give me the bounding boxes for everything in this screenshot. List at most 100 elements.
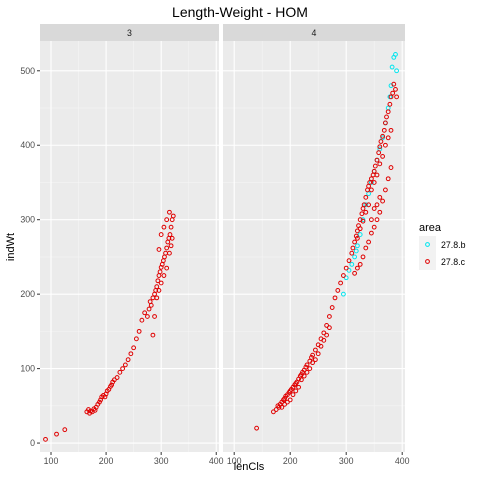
data-point	[145, 314, 150, 319]
data-point	[363, 245, 369, 251]
y-axis-title: indWt	[5, 233, 17, 261]
data-point	[313, 357, 318, 363]
data-point	[136, 328, 142, 334]
data-point	[377, 209, 383, 215]
data-point	[114, 375, 120, 380]
data-point	[355, 243, 360, 249]
data-point	[380, 154, 386, 159]
data-point	[321, 337, 327, 343]
data-point	[310, 352, 316, 358]
data-point	[380, 198, 386, 204]
series-27.8.c	[254, 81, 400, 431]
data-point	[380, 135, 386, 141]
data-point	[285, 399, 290, 405]
data-point	[346, 258, 352, 264]
data-point	[304, 362, 310, 368]
data-point	[380, 133, 386, 139]
data-point	[357, 232, 363, 237]
data-point	[156, 288, 162, 293]
data-point	[360, 217, 366, 223]
legend-entry: 27.8.b	[419, 236, 466, 253]
data-point	[152, 314, 157, 319]
data-point	[393, 86, 398, 92]
data-point	[371, 180, 377, 185]
data-point	[353, 248, 359, 254]
y-tick-label: 500	[20, 66, 35, 76]
data-point	[296, 384, 302, 390]
data-point	[377, 144, 383, 150]
data-point	[367, 180, 373, 185]
data-point	[350, 245, 356, 251]
data-point	[167, 250, 172, 256]
data-point	[341, 273, 346, 278]
data-point	[290, 392, 296, 398]
x-tick-label: 400	[395, 456, 410, 466]
data-point	[376, 150, 382, 156]
legend-title: area	[419, 222, 442, 234]
data-point	[363, 209, 369, 215]
data-point	[125, 357, 131, 363]
data-point	[369, 176, 374, 182]
data-point	[357, 226, 363, 232]
data-point	[156, 247, 162, 252]
legend-key	[419, 253, 436, 270]
data-point	[374, 217, 380, 223]
data-point	[158, 280, 164, 286]
data-point	[343, 265, 349, 271]
data-point	[133, 336, 139, 342]
data-point	[301, 373, 307, 379]
data-point	[324, 323, 330, 328]
data-point	[391, 81, 397, 87]
data-point	[374, 202, 380, 208]
data-point	[150, 332, 156, 338]
data-point	[377, 194, 383, 200]
data-point	[338, 280, 344, 286]
data-point	[355, 265, 360, 271]
x-tick-label: 200	[283, 456, 298, 466]
data-point	[164, 217, 170, 223]
y-tick-label: 200	[20, 289, 35, 299]
data-point	[329, 305, 335, 310]
data-point	[287, 397, 293, 403]
data-point	[366, 239, 372, 245]
facet-panel-4: 4 100 200 300 400	[223, 24, 410, 466]
data-point	[383, 120, 388, 126]
data-point	[371, 224, 377, 230]
data-point	[164, 245, 170, 251]
x-tick-label: 300	[154, 456, 169, 466]
data-point	[371, 168, 377, 174]
data-point	[161, 224, 167, 230]
data-point	[304, 369, 310, 375]
data-point	[352, 254, 358, 260]
data-point	[315, 351, 321, 357]
data-point	[355, 228, 360, 234]
data-point	[148, 302, 154, 308]
data-point	[369, 230, 374, 236]
data-point	[313, 347, 318, 353]
data-point	[388, 165, 394, 170]
data-point	[377, 161, 383, 167]
data-point	[371, 206, 377, 211]
data-point	[327, 325, 332, 331]
data-point	[387, 101, 393, 107]
y-tick-label: 0	[30, 438, 35, 448]
data-point	[385, 176, 391, 182]
facet-strip-label: 3	[127, 28, 132, 38]
y-tick-label: 400	[20, 140, 35, 150]
data-point	[139, 317, 145, 323]
data-point	[360, 218, 366, 224]
data-point	[383, 187, 388, 193]
data-point	[321, 330, 327, 336]
data-point	[363, 202, 369, 208]
data-point	[374, 157, 380, 163]
data-point	[131, 345, 137, 351]
data-point	[374, 172, 380, 178]
data-point	[366, 202, 372, 208]
data-point	[293, 388, 299, 394]
data-point	[378, 139, 384, 144]
legend-key	[419, 236, 436, 253]
data-point	[383, 142, 388, 148]
data-point	[385, 109, 391, 115]
data-point	[349, 261, 355, 267]
data-point	[279, 404, 285, 410]
